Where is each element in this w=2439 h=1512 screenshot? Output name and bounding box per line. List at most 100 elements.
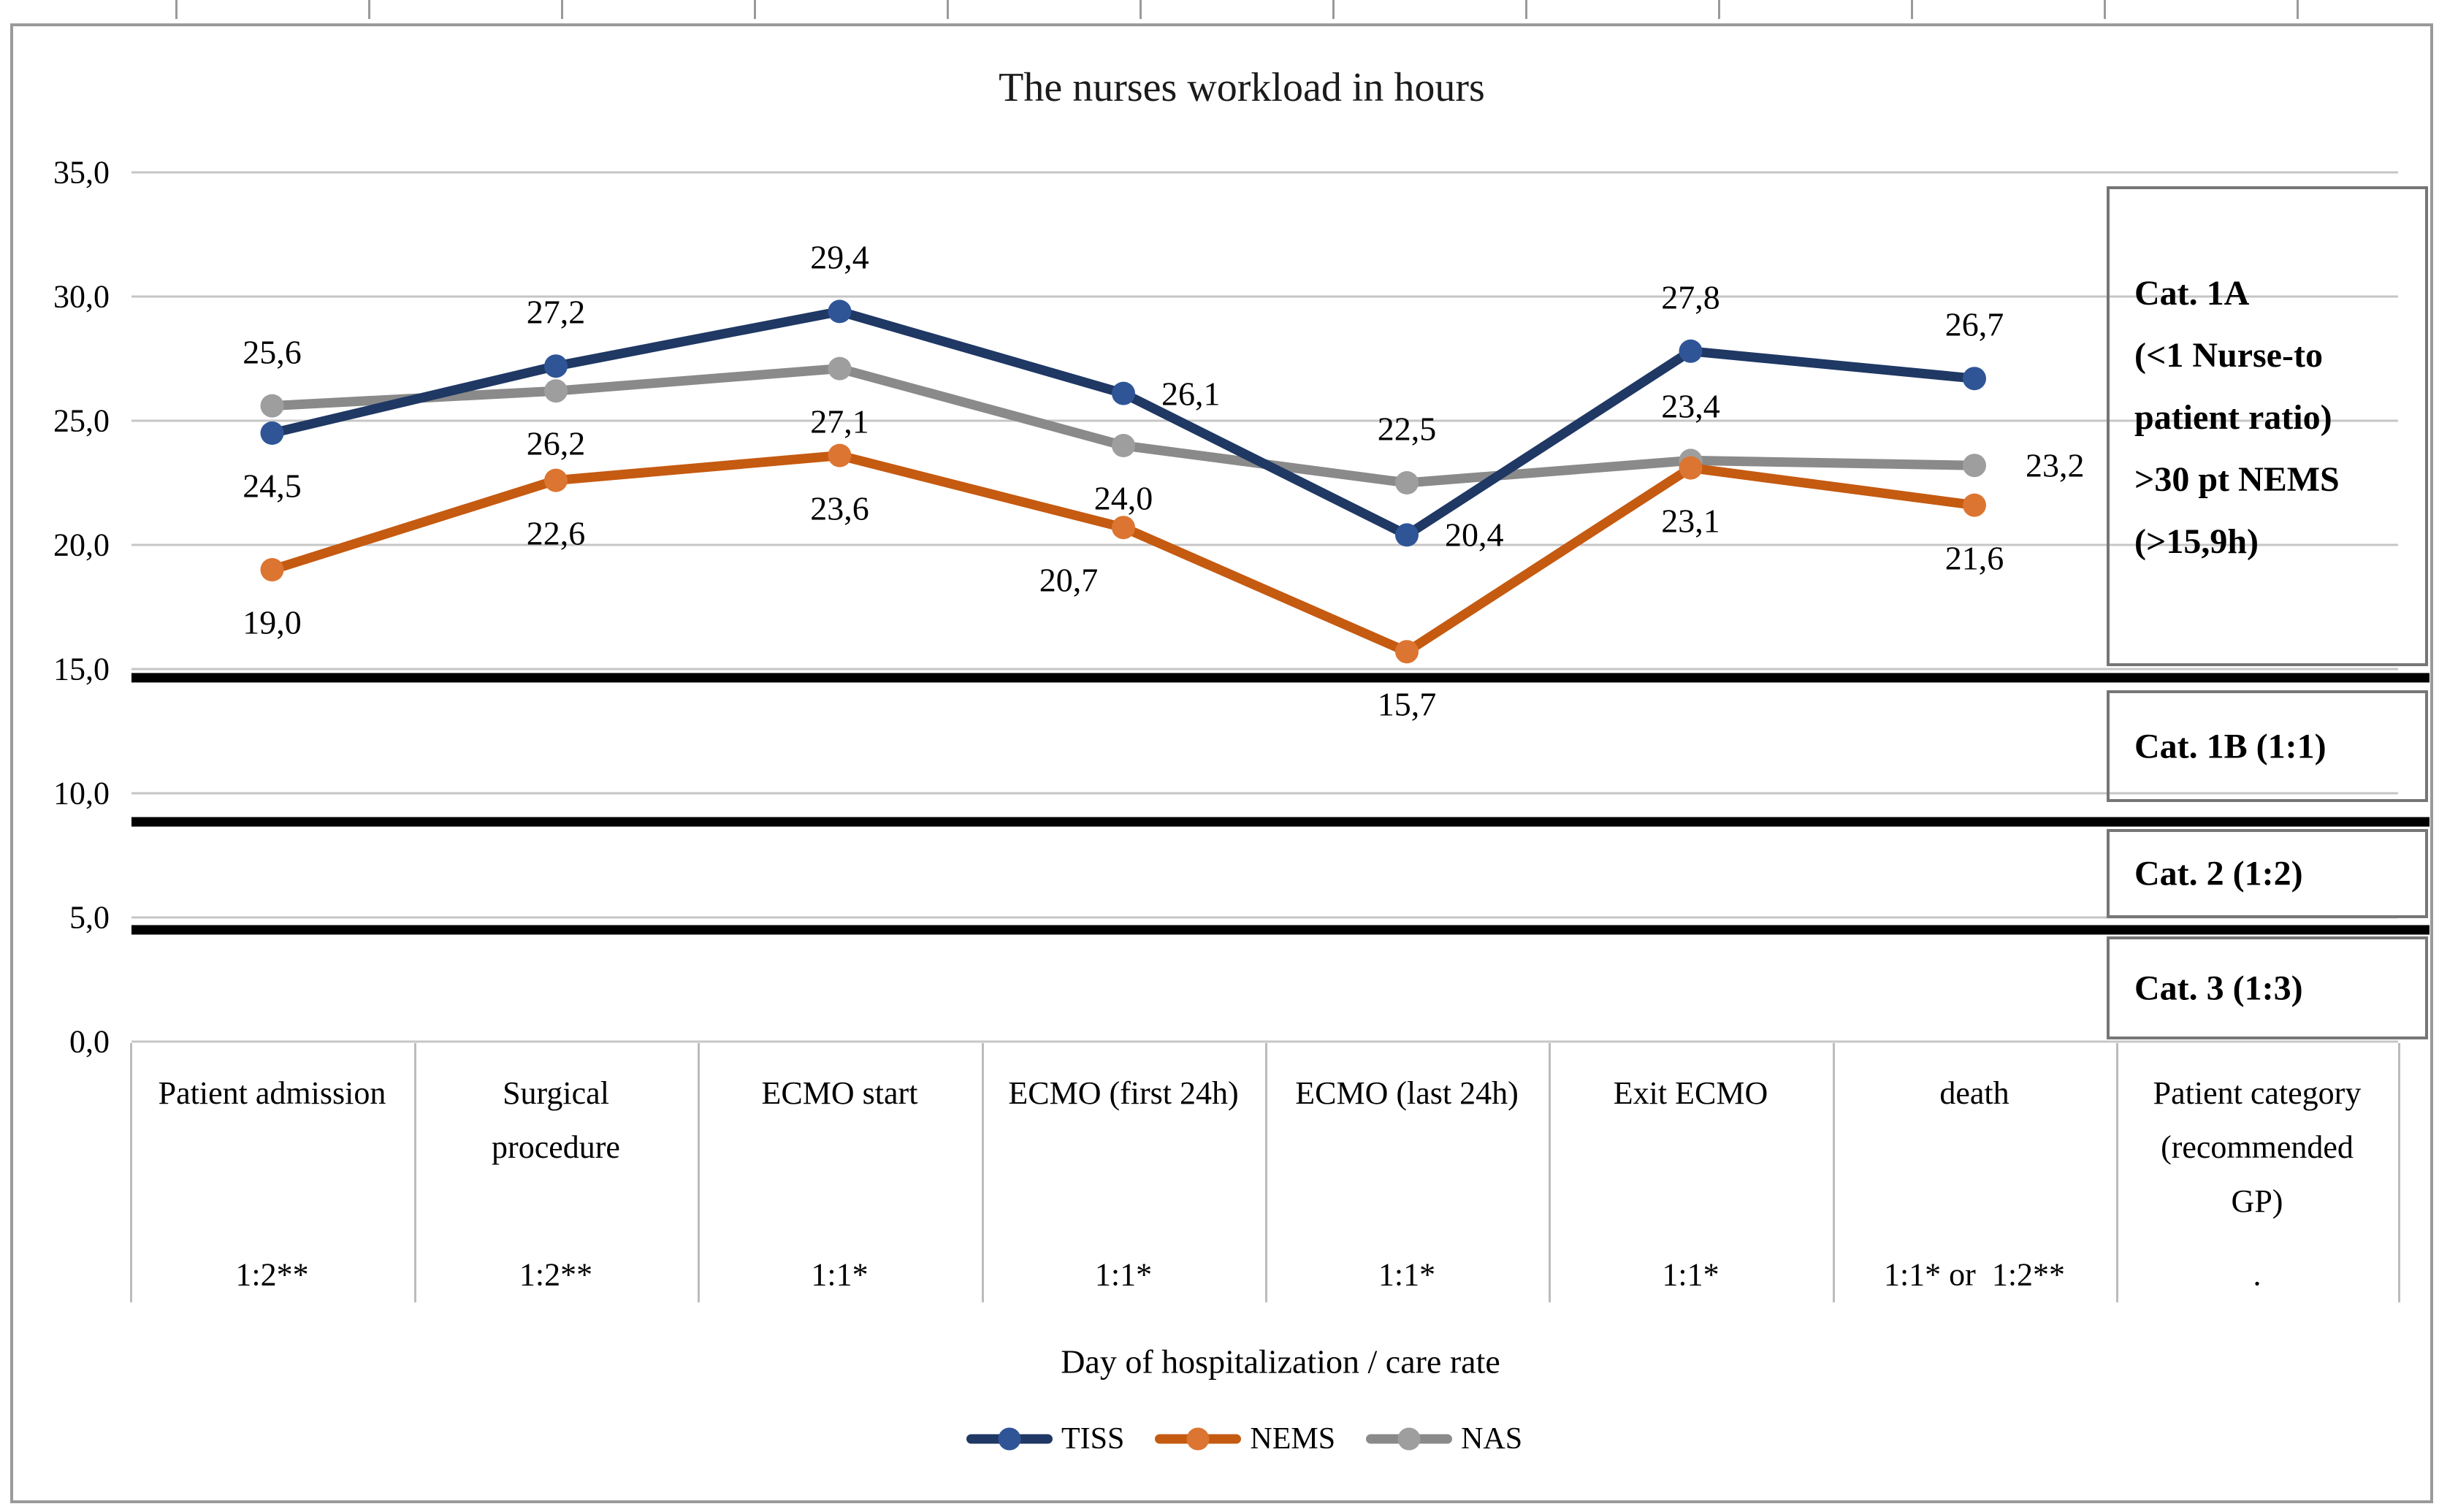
patient-category-box: Cat. 3 (1:3) [2107,936,2428,1039]
patient-category-box-line: (>15,9h) [2134,522,2259,561]
patient-category-box: Cat. 1B (1:1) [2107,690,2428,802]
ruler-tick [1911,0,1913,19]
data-point-NAS [1963,454,1986,478]
legend-item-NAS: NAS [1366,1421,1522,1456]
y-axis-tick-label: 5,0 [69,899,110,936]
y-axis-tick-label: 25,0 [53,402,110,439]
y-axis-tick-label: 20,0 [53,527,110,563]
legend-line-marker-icon [1155,1427,1242,1451]
data-label-NAS: 26,2 [526,424,586,462]
data-point-NEMS [260,558,284,581]
table-header-cell: ECMO (last 24h) [1265,1066,1549,1120]
ruler-tick [561,0,563,19]
patient-category-box-line: (<1 Nurse-to [2134,336,2323,375]
data-point-NAS [1395,471,1419,495]
table-column-separator [698,1043,700,1302]
ruler-tick [2104,0,2106,19]
patient-category-box-line: patient ratio) [2134,398,2332,437]
y-axis-tick-label: 35,0 [53,154,110,191]
data-label-NEMS: 21,6 [1944,539,2004,577]
data-point-TISS [260,421,284,445]
table-header-line: ECMO (last 24h) [1295,1075,1519,1111]
data-point-TISS [1679,339,1703,363]
care-rate-cell: 1:2** [519,1256,593,1293]
legend-label: NEMS [1250,1422,1336,1456]
legend-label: NAS [1461,1422,1523,1456]
ruler-tick [175,0,178,19]
chart-legend: TISS NEMS NAS [966,1421,1522,1456]
patient-category-box-line: >30 pt NEMS [2134,460,2340,499]
care-rate-cell: 1:1* [1378,1256,1436,1293]
ruler-tick [368,0,370,19]
table-column-separator [1265,1043,1267,1302]
data-point-NAS [260,394,284,418]
table-header-line: ECMO (first 24h) [1008,1075,1239,1111]
table-header-cell: ECMO start [698,1066,982,1120]
patient-category-box: Cat. 1A (<1 Nurse-to patient ratio) >30 pt … [2107,186,2428,666]
data-point-TISS [1395,523,1419,547]
ruler-tick [1332,0,1335,19]
table-header-cell: Patient admission [130,1066,414,1120]
data-label-TISS: 27,8 [1661,278,1720,316]
data-label-NEMS: 15,7 [1377,685,1437,723]
patient-category-box: Cat. 2 (1:2) [2107,829,2428,918]
table-column-separator [1549,1043,1551,1302]
table-header-line: death [1939,1075,2009,1111]
patient-category-box-line: Cat. 1A [2134,274,2250,313]
ruler-tick [754,0,756,19]
table-column-separator [2398,1043,2400,1302]
care-rate-cell: 1:1* [1094,1256,1153,1293]
table-header-line: Patient category [2153,1075,2362,1111]
data-label-TISS: 26,1 [1161,375,1221,413]
data-point-NEMS [544,468,568,492]
legend-dot [1186,1427,1210,1451]
table-header-line: (recommended [2161,1129,2354,1165]
data-label-NEMS: 22,6 [526,514,586,552]
patient-category-box-line: Cat. 1B (1:1) [2134,727,2327,765]
data-label-NEMS: 20,7 [1039,561,1099,599]
ruler-tick [1525,0,1527,19]
data-label-NEMS: 19,0 [243,603,302,641]
data-label-NAS: 23,2 [2026,446,2085,484]
table-column-separator [130,1043,132,1302]
legend-item-TISS: TISS [966,1421,1124,1456]
table-header-line: procedure [492,1129,620,1165]
care-rate-cell: . [2253,1256,2261,1293]
data-label-NAS: 24,0 [1093,479,1153,517]
y-axis-tick-label: 0,0 [69,1023,110,1060]
data-label-TISS: 26,7 [1944,305,2004,343]
table-header-line: Exit ECMO [1613,1075,1768,1111]
legend-line-marker-icon [966,1427,1053,1451]
patient-category-box-text: Cat. 1A (<1 Nurse-to patient ratio) >30 pt … [2134,262,2418,573]
ruler-tick [2297,0,2299,19]
table-column-separator [2116,1043,2118,1302]
data-label-NAS: 23,4 [1661,387,1720,425]
legend-label: TISS [1061,1422,1125,1456]
data-point-NEMS [828,443,852,467]
table-header-cell: death [1833,1066,2116,1120]
data-point-NEMS [1112,516,1135,540]
table-header-cell: Exit ECMO [1549,1066,1833,1120]
legend-dot [1397,1427,1421,1451]
y-axis-tick-label: 15,0 [53,651,110,687]
data-point-NAS [1112,434,1135,457]
patient-category-box-line: Cat. 3 (1:3) [2134,969,2303,1007]
data-point-TISS [1963,367,1986,391]
table-header-line: ECMO start [761,1075,918,1111]
data-point-TISS [828,299,852,324]
y-axis-tick-label: 30,0 [53,278,110,315]
data-label-NEMS: 23,1 [1661,502,1720,540]
data-point-NEMS [1679,456,1703,480]
table-header-cell: Patient category (recommended GP) [2116,1066,2398,1229]
data-label-TISS: 24,5 [243,467,302,505]
legend-dot [998,1427,1021,1451]
data-label-NEMS: 23,6 [810,489,869,527]
ruler-tick [947,0,949,19]
care-rate-cell: 1:1* [811,1256,869,1293]
table-column-separator [1833,1043,1835,1302]
ruler-tick [1140,0,1142,19]
data-point-TISS [544,354,568,378]
data-label-TISS: 27,2 [526,293,586,331]
